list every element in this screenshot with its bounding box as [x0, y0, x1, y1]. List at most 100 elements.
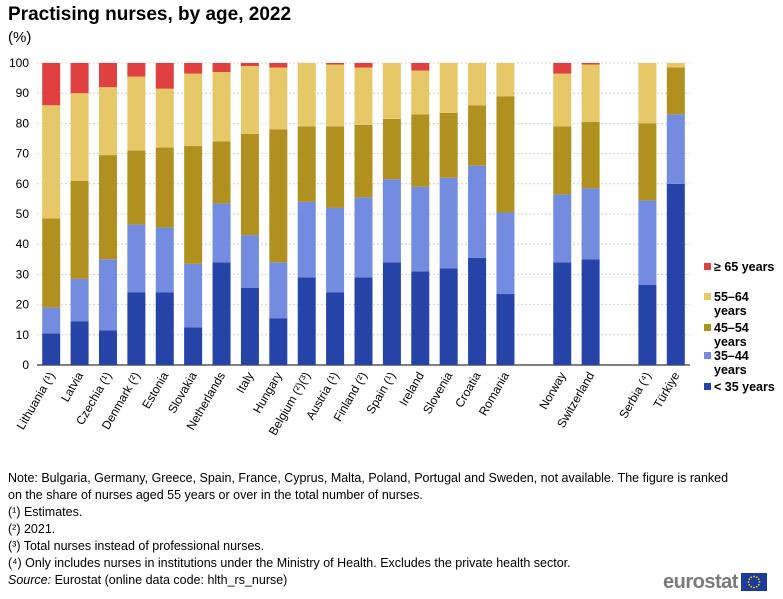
bar-segment [496, 96, 515, 213]
legend-label: 35–44 [714, 349, 749, 363]
x-category-label: Lithuania (¹) [14, 369, 58, 431]
bar-segment [553, 194, 572, 263]
flag-star [757, 578, 760, 581]
bar-segment [411, 271, 430, 365]
x-category-label: Latvia [58, 369, 86, 404]
bars [42, 63, 685, 365]
bar-segment [297, 277, 316, 365]
y-tick-label: 70 [16, 147, 30, 161]
bar-segment [240, 235, 259, 288]
y-tick-label: 40 [16, 237, 30, 251]
bar-segment [297, 201, 316, 278]
bar-segment [155, 292, 174, 365]
source-line: Source: Eurostat (online data code: hlth… [8, 572, 738, 589]
bar-segment [184, 146, 203, 264]
flag-star [755, 585, 758, 588]
bar-segment [70, 321, 89, 365]
legend-label: years [714, 335, 747, 349]
bar-segment [42, 63, 61, 106]
bar-segment [496, 212, 515, 295]
bar-segment [439, 63, 458, 113]
flag-star [755, 576, 758, 579]
legend-swatch [704, 293, 711, 300]
x-category-label: Türkiye [651, 369, 683, 410]
y-tick-label: 20 [16, 298, 30, 312]
bar-segment [212, 262, 231, 365]
source-label: Source: [8, 573, 52, 587]
bar-segment [70, 93, 89, 181]
footnote-estimates: (¹) Estimates. [8, 505, 83, 519]
flag-star [748, 578, 751, 581]
bar-segment [666, 183, 685, 365]
bar-segment [42, 333, 61, 365]
y-axis-ticks: 0 10 20 30 40 50 60 70 80 90 100 [9, 56, 29, 372]
bar-segment [127, 292, 146, 365]
bar-segment [269, 67, 288, 130]
bar-segment [354, 67, 373, 125]
bar-segment [269, 262, 288, 319]
x-category-label: Serbia (⁴) [616, 369, 654, 420]
source-text: Eurostat (online data code: hlth_rs_nurs… [51, 573, 288, 587]
flag-star [748, 583, 751, 586]
footnote-ministry: (⁴) Only includes nurses in institutions… [8, 556, 571, 570]
bar-segment [127, 150, 146, 225]
bar-segment [382, 179, 401, 263]
bar-segment [553, 73, 572, 127]
flag-star [747, 581, 750, 583]
bar-segment [581, 64, 600, 122]
bar-segment [98, 330, 117, 365]
legend-label: years [714, 304, 747, 318]
bar-segment [638, 200, 657, 285]
bar-segment [70, 180, 89, 279]
gridlines [37, 62, 690, 366]
bar-segment [411, 70, 430, 115]
bar-segment [127, 63, 146, 77]
bar-segment [638, 123, 657, 201]
note-main: Note: Bulgaria, Germany, Greece, Spain, … [8, 471, 729, 502]
bar-segment [411, 114, 430, 187]
eurostat-logo: eurostat [663, 570, 767, 593]
bar-segment [326, 207, 345, 293]
bar-segment [240, 66, 259, 134]
bar-segment [184, 263, 203, 328]
flag-star [750, 585, 753, 588]
bar-segment [269, 318, 288, 365]
legend-label: 45–54 [714, 321, 749, 335]
bar-segment [70, 63, 89, 94]
bar-segment [439, 177, 458, 269]
bar-segment [496, 294, 515, 365]
bar-segment [354, 124, 373, 198]
bar-segment [666, 67, 685, 115]
bar-segment [212, 72, 231, 142]
legend: ≥ 65 years55–64years45–54years35–44years… [704, 260, 775, 394]
logo-text: eurostat [663, 570, 738, 593]
bar-segment [212, 63, 231, 73]
y-tick-label: 100 [9, 56, 29, 70]
bar-segment [184, 63, 203, 74]
bar-segment [297, 63, 316, 127]
bar-segment [269, 129, 288, 263]
bar-segment [382, 118, 401, 180]
bar-segment [468, 63, 487, 106]
bar-segment [411, 63, 430, 71]
notes-block: Note: Bulgaria, Germany, Greece, Spain, … [8, 470, 738, 589]
legend-label: < 35 years [714, 380, 775, 394]
bar-segment [638, 63, 657, 124]
bar-segment [127, 224, 146, 293]
bar-segment [468, 257, 487, 365]
stacked-bar-chart: 0 10 20 30 40 50 60 70 80 90 100 Lithuania (¹) Latv… [9, 56, 775, 438]
bar-segment [326, 292, 345, 365]
bar-segment [155, 147, 174, 228]
bar-segment [354, 277, 373, 365]
bar-segment [411, 186, 430, 272]
bar-segment [496, 63, 515, 97]
legend-label: years [714, 363, 747, 377]
legend-swatch [704, 352, 711, 359]
bar-segment [155, 88, 174, 148]
eu-flag-icon [740, 573, 767, 591]
bar-segment [70, 278, 89, 322]
bar-segment [666, 63, 685, 68]
bar-segment [382, 262, 401, 365]
bar-segment [127, 76, 146, 151]
x-category-label: Italy [233, 370, 256, 396]
